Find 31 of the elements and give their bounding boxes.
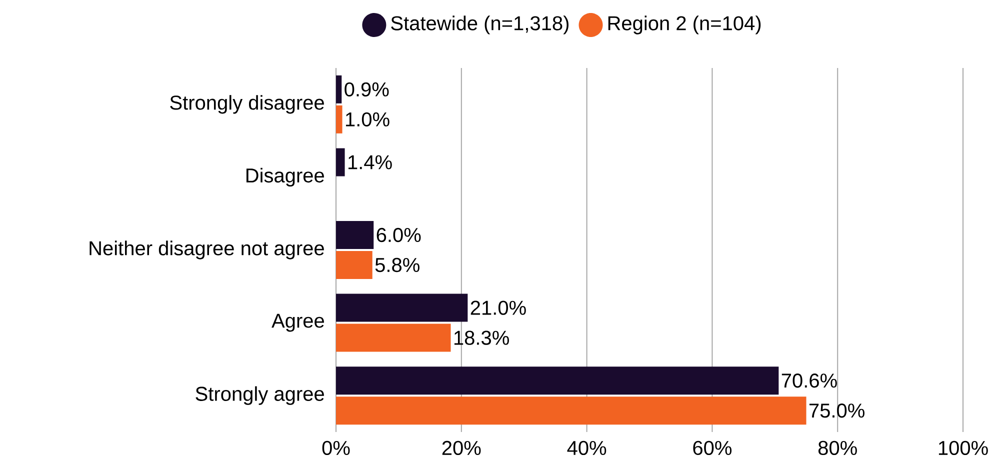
- data-label: 1.4%: [348, 155, 392, 170]
- y-tick-label: Agree: [272, 314, 324, 332]
- legend-label: Region 2 (n=104): [608, 16, 761, 34]
- x-tick-label: 40%: [567, 440, 606, 456]
- bar: [336, 75, 342, 104]
- bar: [336, 324, 451, 352]
- bar: [336, 366, 779, 395]
- x-tick-label: 20%: [442, 440, 481, 456]
- y-tick-label: Neither disagree not agree: [90, 240, 324, 260]
- data-label: 18.3%: [454, 330, 509, 345]
- data-label: 75.0%: [809, 404, 864, 418]
- data-label: 1.0%: [346, 112, 390, 126]
- y-tick-label: Strongly agree: [196, 386, 324, 405]
- data-label: 5.8%: [375, 258, 420, 272]
- data-label: 21.0%: [470, 300, 526, 315]
- bar: [336, 294, 468, 322]
- bar: [336, 148, 345, 176]
- data-label: 0.9%: [344, 82, 389, 96]
- bar: [336, 251, 372, 280]
- bar: [336, 105, 342, 134]
- x-tick-label: 0%: [322, 440, 350, 456]
- x-tick-label: 80%: [818, 440, 857, 456]
- y-tick-label: Disagree: [246, 168, 324, 187]
- data-label: 70.6%: [782, 374, 837, 388]
- bar: [336, 396, 806, 425]
- y-tick-label: Strongly disagree: [170, 95, 324, 114]
- x-tick-label: 60%: [693, 440, 732, 456]
- data-label: 6.0%: [376, 228, 421, 242]
- bar: [336, 221, 374, 250]
- legend-label: Statewide (n=1,318): [391, 16, 568, 34]
- x-tick-label: 100%: [938, 440, 988, 456]
